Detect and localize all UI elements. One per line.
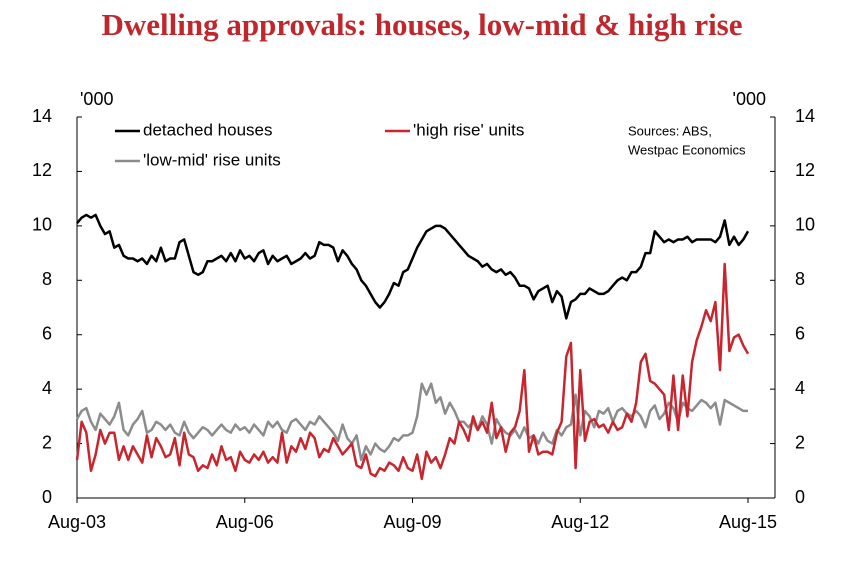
y2-tick-label: 2 [795, 432, 805, 452]
x-tick-label: Aug-06 [216, 512, 274, 532]
legend-label: detached houses [143, 120, 273, 139]
y2-tick-label: 8 [795, 269, 805, 289]
y-tick-label: 8 [42, 269, 52, 289]
chart-title: Dwelling approvals: houses, low-mid & hi… [101, 7, 742, 42]
source-note: Westpac Economics [628, 142, 746, 157]
line-series [75, 262, 750, 481]
line-series [75, 382, 748, 462]
line-series [76, 213, 750, 320]
y2-tick-label: 14 [795, 106, 815, 126]
legend-label: 'low-mid' rise units [143, 150, 281, 169]
y-unit-right: '000 [733, 89, 766, 109]
y2-tick-label: 0 [795, 487, 805, 507]
y-tick-label: 4 [42, 378, 52, 398]
y-tick-label: 12 [32, 160, 52, 180]
source-note: Sources: ABS, [628, 123, 712, 138]
y-tick-label: 0 [42, 487, 52, 507]
y-tick-label: 14 [32, 106, 52, 126]
y2-tick-label: 6 [795, 323, 805, 343]
x-tick-label: Aug-03 [48, 512, 106, 532]
y-tick-label: 6 [42, 323, 52, 343]
x-tick-label: Aug-09 [383, 512, 441, 532]
legend-label: 'high rise' units [413, 120, 524, 139]
x-tick-label: Aug-12 [551, 512, 609, 532]
y2-tick-label: 10 [795, 215, 815, 235]
y-tick-label: 10 [32, 215, 52, 235]
y2-tick-label: 12 [795, 160, 815, 180]
x-tick-label: Aug-15 [719, 512, 777, 532]
y2-tick-label: 4 [795, 378, 805, 398]
y-unit-left: '000 [80, 89, 113, 109]
y-tick-label: 2 [42, 432, 52, 452]
